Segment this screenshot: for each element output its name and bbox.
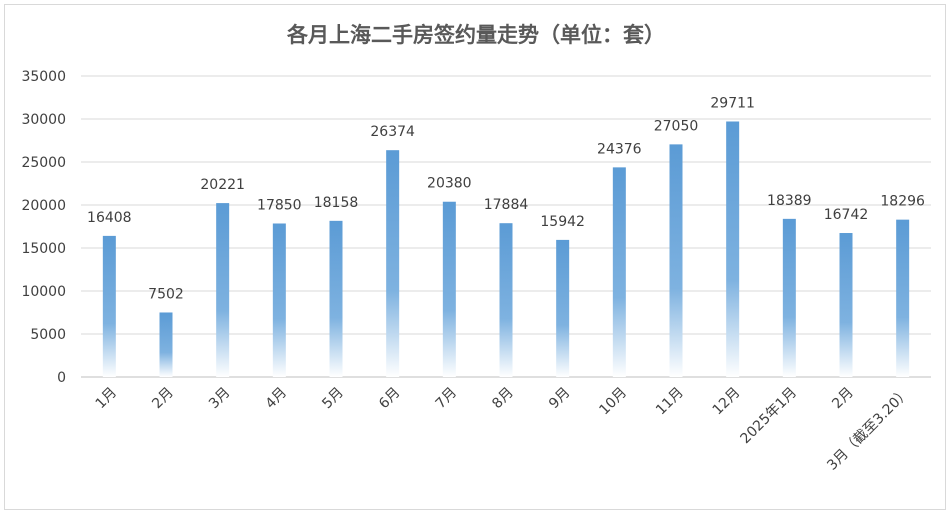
data-label: 16742 xyxy=(824,207,869,223)
data-label: 7502 xyxy=(148,286,184,302)
x-tick-label: 4月 xyxy=(263,385,291,413)
y-tick-label: 10000 xyxy=(21,284,66,300)
data-label: 26374 xyxy=(370,124,415,140)
bar xyxy=(782,218,796,377)
bar xyxy=(442,201,456,377)
data-label: 15942 xyxy=(540,214,585,230)
x-tick-label: 2025年1月 xyxy=(738,385,801,448)
x-tick-label: 5月 xyxy=(319,385,347,413)
y-tick-label: 20000 xyxy=(21,198,66,214)
bar xyxy=(669,144,683,377)
x-tick-label: 6月 xyxy=(376,385,404,413)
data-label: 18158 xyxy=(314,195,359,211)
x-tick-label: 9月 xyxy=(546,385,574,413)
bar xyxy=(159,312,173,377)
x-tick-label: 12月 xyxy=(710,385,744,419)
x-tick-label: 8月 xyxy=(489,385,517,413)
bar xyxy=(896,219,910,377)
bar xyxy=(272,223,286,377)
bar xyxy=(102,235,116,377)
bar xyxy=(499,223,513,377)
chart-title: 各月上海二手房签约量走势（单位：套） xyxy=(286,23,665,47)
bar xyxy=(386,150,400,377)
bars xyxy=(102,121,910,377)
bar xyxy=(216,203,230,377)
y-tick-label: 30000 xyxy=(21,112,66,128)
x-tick-label: 7月 xyxy=(433,385,461,413)
data-label: 20221 xyxy=(200,177,245,193)
y-tick-label: 35000 xyxy=(21,69,66,85)
data-label: 27050 xyxy=(654,118,699,134)
x-tick-label: 1月 xyxy=(93,385,121,413)
x-tick-label: 11月 xyxy=(653,385,687,419)
data-label: 29711 xyxy=(710,95,755,111)
data-label: 17884 xyxy=(484,197,529,213)
data-label: 20380 xyxy=(427,176,472,192)
bar xyxy=(612,167,626,377)
bar xyxy=(726,121,740,377)
x-tick-label: 3月 xyxy=(206,385,234,413)
data-label: 16408 xyxy=(87,210,132,226)
y-tick-label: 0 xyxy=(57,370,66,386)
y-tick-label: 25000 xyxy=(21,155,66,171)
y-axis: 0 5000 10000 15000 20000 25000 30000 35000 xyxy=(21,69,66,386)
x-tick-label: 2月 xyxy=(829,385,857,413)
x-tick-label: 10月 xyxy=(596,385,630,419)
y-tick-label: 15000 xyxy=(21,241,66,257)
data-label: 17850 xyxy=(257,197,302,213)
bar xyxy=(329,220,343,377)
data-label: 18389 xyxy=(767,193,812,209)
bar-chart: 各月上海二手房签约量走势（单位：套） 0 5000 10000 15000 20000 2… xyxy=(21,23,931,474)
data-label: 18296 xyxy=(880,194,925,210)
x-tick-label: 2月 xyxy=(149,385,177,413)
y-tick-label: 5000 xyxy=(30,327,66,343)
bar xyxy=(839,233,853,377)
data-labels: 16408 7502 20221 17850 18158 26374 20380 17884 1… xyxy=(87,95,925,302)
chart-frame: 各月上海二手房签约量走势（单位：套） 0 5000 10000 15000 20000 2… xyxy=(4,4,946,510)
bar xyxy=(556,239,570,377)
data-label: 24376 xyxy=(597,141,642,157)
